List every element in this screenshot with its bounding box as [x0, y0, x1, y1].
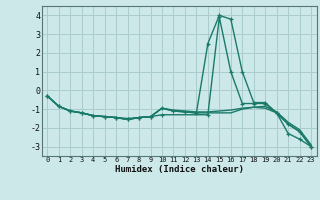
X-axis label: Humidex (Indice chaleur): Humidex (Indice chaleur): [115, 165, 244, 174]
